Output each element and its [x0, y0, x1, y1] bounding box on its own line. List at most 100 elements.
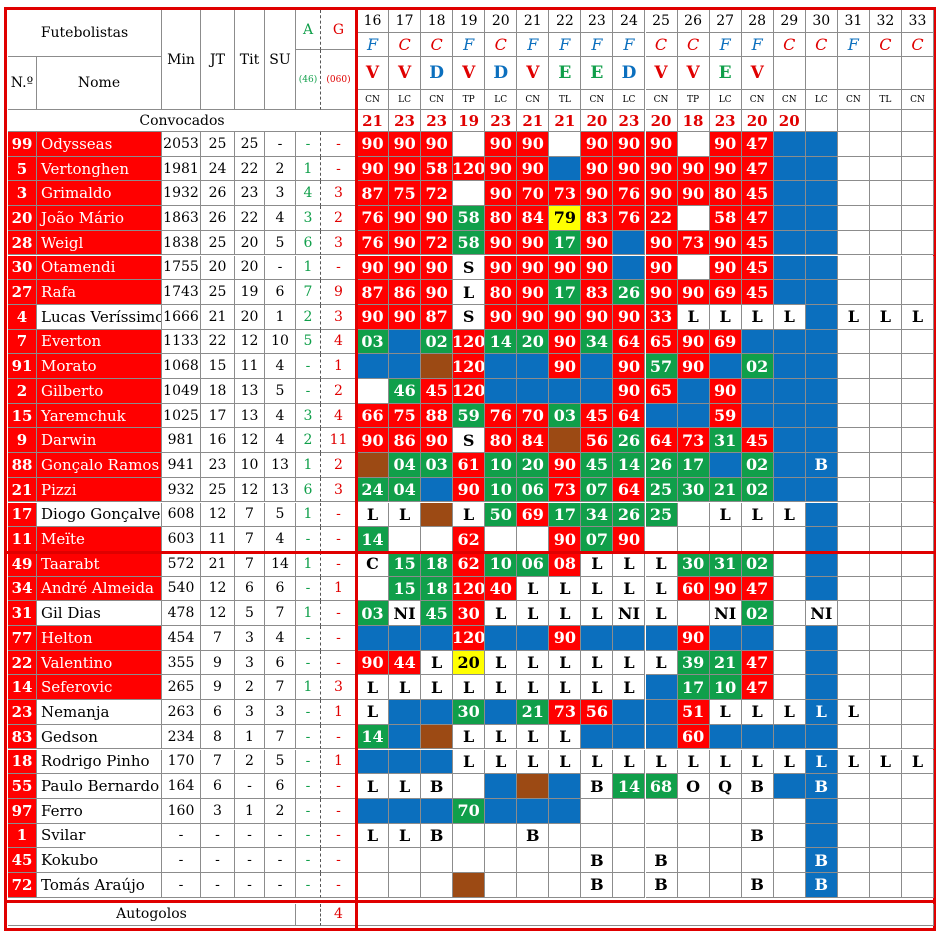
match-cell: 61 [453, 453, 486, 478]
match-cell [901, 477, 934, 503]
match-cell [805, 477, 838, 503]
player-name: Lucas Veríssimo [37, 304, 162, 330]
match-number: 28 [741, 10, 774, 33]
convocados-count: 23 [421, 110, 454, 132]
match-cell: 80 [709, 181, 742, 207]
player-assists: 1 [296, 551, 321, 577]
match-cell [869, 626, 902, 651]
match-venue: F [581, 33, 614, 57]
player-goals: 3 [321, 675, 357, 701]
match-cell: 86 [389, 280, 422, 305]
match-cell: 73 [549, 477, 582, 503]
player-games: 12 [201, 502, 235, 528]
match-competition: LC [613, 90, 646, 110]
player-starts: 6 [235, 576, 265, 602]
match-cell: 02 [741, 551, 774, 577]
match-cell: 24 [357, 477, 390, 503]
player-assists: - [296, 379, 321, 404]
match-cell [869, 502, 902, 528]
match-cell [901, 848, 934, 873]
match-cell: 90 [709, 576, 742, 602]
match-competition: CN [901, 90, 934, 110]
match-cell [741, 724, 774, 750]
match-cell: 64 [613, 403, 646, 429]
player-starts: 13 [235, 379, 265, 404]
player-minutes: 941 [162, 453, 201, 478]
player-assists: 1 [296, 601, 321, 626]
player-subs: 4 [265, 527, 296, 552]
match-cell: 60 [677, 576, 710, 602]
match-cell: 34 [581, 502, 614, 528]
convocados-count: 20 [773, 110, 806, 132]
match-cell: L [485, 601, 518, 626]
player-name: Gilberto [37, 379, 162, 404]
convocados-count: 20 [645, 110, 678, 132]
match-cell [677, 823, 710, 849]
match-cell: L [901, 749, 934, 775]
match-cell [581, 823, 614, 849]
match-cell [837, 255, 870, 281]
player-minutes: 160 [162, 798, 201, 824]
match-cell: 26 [613, 280, 646, 305]
match-competition: CN [421, 90, 454, 110]
player-minutes: 263 [162, 700, 201, 725]
match-cell: 62 [453, 527, 486, 552]
player-goals: - [321, 873, 357, 898]
player-name: Otamendi [37, 255, 162, 281]
match-cell [677, 848, 710, 873]
match-cell: 70 [517, 181, 550, 207]
match-cell [901, 527, 934, 552]
convocados-count: 19 [453, 110, 486, 132]
match-cell: 90 [709, 156, 742, 182]
player-number: 23 [8, 700, 37, 725]
match-cell: 88 [421, 403, 454, 429]
match-cell [901, 379, 934, 404]
player-minutes: 1743 [162, 280, 201, 305]
match-cell: 90 [709, 132, 742, 157]
match-cell [709, 626, 742, 651]
player-goals: - [321, 527, 357, 552]
player-subs: 4 [265, 403, 296, 429]
match-cell: 59 [453, 403, 486, 429]
match-cell: 06 [517, 551, 550, 577]
match-cell [549, 774, 582, 799]
player-games: 3 [201, 798, 235, 824]
match-result: E [581, 57, 614, 90]
player-number: 14 [8, 675, 37, 701]
match-cell [421, 527, 454, 552]
match-number: 26 [677, 10, 710, 33]
player-assists: 3 [296, 403, 321, 429]
match-result: D [613, 57, 646, 90]
match-cell: 26 [645, 453, 678, 478]
match-cell [389, 626, 422, 651]
match-cell: 20 [517, 329, 550, 355]
match-cell: NI [613, 601, 646, 626]
match-number: 24 [613, 10, 646, 33]
match-cell [389, 749, 422, 775]
player-subs: 5 [265, 502, 296, 528]
match-cell [549, 823, 582, 849]
match-cell: L [485, 724, 518, 750]
player-games: 24 [201, 156, 235, 182]
match-cell: 03 [421, 453, 454, 478]
player-minutes: 170 [162, 749, 201, 775]
match-cell: B [581, 848, 614, 873]
player-subs: - [265, 255, 296, 281]
player-starts: 3 [235, 700, 265, 725]
match-cell: B [421, 823, 454, 849]
match-cell [357, 453, 390, 478]
convocados-count [837, 110, 870, 132]
match-cell [773, 576, 806, 602]
match-cell: L [613, 576, 646, 602]
match-cell: 90 [421, 255, 454, 281]
match-cell: S [453, 255, 486, 281]
match-cell: 60 [677, 724, 710, 750]
match-cell [837, 428, 870, 454]
convocados-count: 21 [549, 110, 582, 132]
player-number: 91 [8, 354, 37, 379]
player-games: - [201, 873, 235, 898]
player-assists: 2 [296, 428, 321, 454]
player-goals: - [321, 601, 357, 626]
match-cell: 14 [357, 724, 390, 750]
player-number: 34 [8, 576, 37, 602]
